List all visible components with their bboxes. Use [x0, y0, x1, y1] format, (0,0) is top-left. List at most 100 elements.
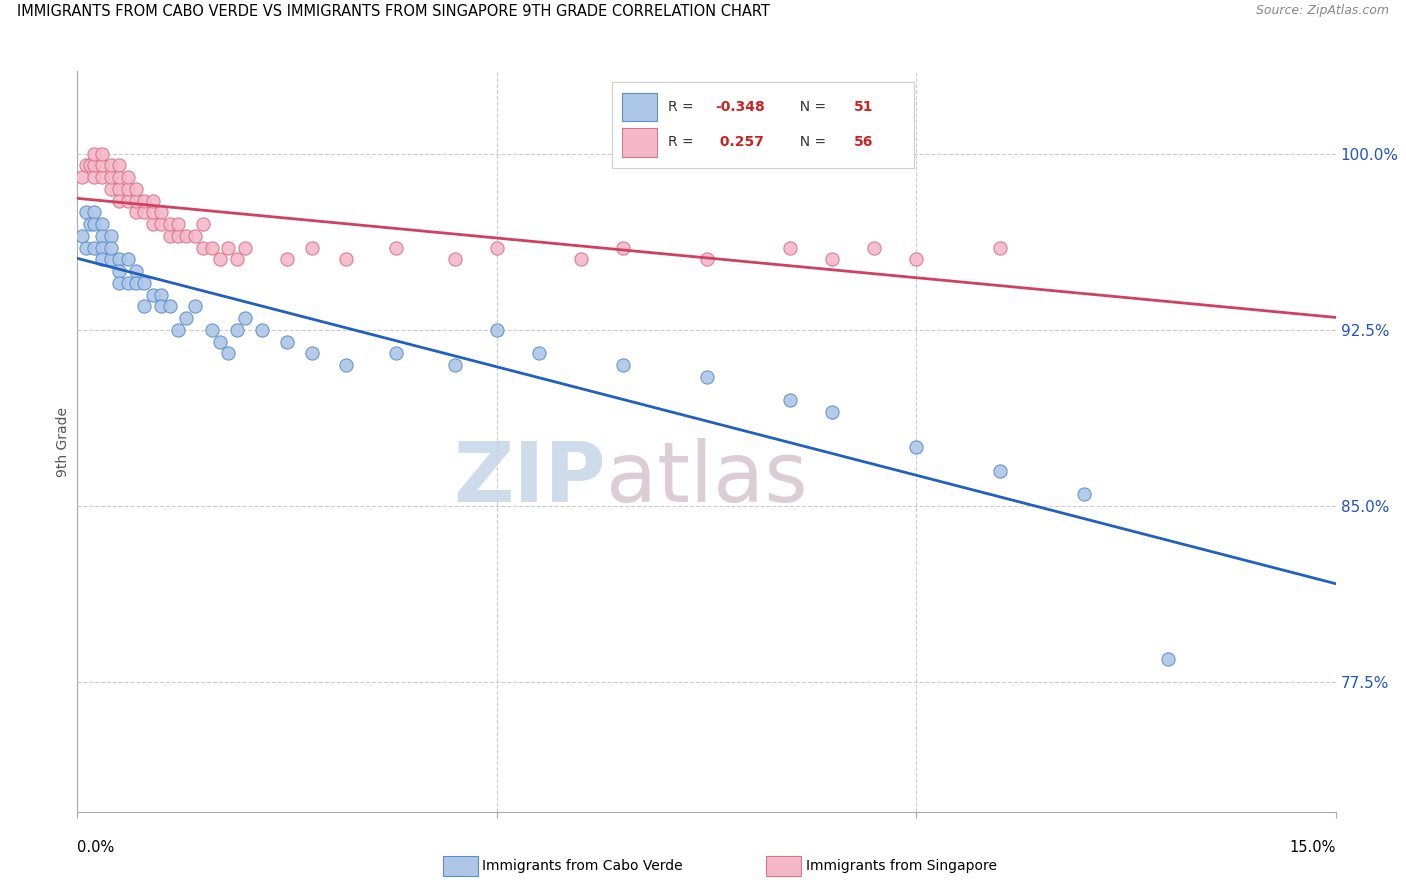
Text: -0.348: -0.348: [716, 100, 765, 114]
Point: [91, 228, 114, 243]
Point: [696, 252, 718, 267]
Point: [217, 241, 239, 255]
Point: [184, 228, 207, 243]
Point: [108, 182, 131, 196]
Point: [70, 228, 93, 243]
Text: 56: 56: [853, 136, 873, 150]
Point: [167, 217, 190, 231]
Point: [117, 182, 139, 196]
Point: [108, 276, 131, 290]
Point: [91, 217, 114, 231]
Point: [200, 323, 222, 337]
Point: [696, 370, 718, 384]
Text: R =: R =: [668, 100, 697, 114]
Point: [233, 311, 256, 326]
Point: [117, 252, 139, 267]
Point: [485, 323, 508, 337]
Point: [167, 228, 190, 243]
Point: [83, 170, 105, 185]
Point: [821, 405, 844, 419]
Point: [233, 241, 256, 255]
Point: [191, 217, 215, 231]
Point: [301, 241, 323, 255]
Point: [569, 252, 592, 267]
Point: [1157, 652, 1180, 666]
Point: [225, 323, 247, 337]
Point: [150, 299, 173, 313]
Point: [250, 323, 273, 337]
Text: N =: N =: [790, 136, 831, 150]
Point: [125, 276, 148, 290]
Point: [184, 299, 207, 313]
Point: [142, 217, 165, 231]
Text: Immigrants from Singapore: Immigrants from Singapore: [806, 859, 997, 873]
Point: [100, 158, 122, 172]
Text: Source: ZipAtlas.com: Source: ZipAtlas.com: [1256, 4, 1389, 18]
Point: [75, 205, 97, 219]
Point: [125, 205, 148, 219]
Point: [821, 252, 844, 267]
Point: [779, 393, 801, 408]
Point: [117, 194, 139, 208]
Bar: [623, 93, 658, 121]
Point: [83, 158, 105, 172]
Y-axis label: 9th Grade: 9th Grade: [56, 407, 70, 476]
Point: [385, 346, 408, 360]
Point: [125, 264, 148, 278]
Point: [75, 158, 97, 172]
Point: [83, 241, 105, 255]
Point: [100, 228, 122, 243]
Point: [217, 346, 239, 360]
Point: [79, 158, 101, 172]
Point: [150, 287, 173, 301]
Point: [988, 464, 1011, 478]
Point: [108, 194, 131, 208]
Point: [1073, 487, 1095, 501]
Point: [150, 217, 173, 231]
Point: [444, 252, 467, 267]
Point: [208, 252, 231, 267]
Point: [83, 205, 105, 219]
Point: [91, 170, 114, 185]
Point: [117, 276, 139, 290]
Point: [100, 170, 122, 185]
Point: [83, 146, 105, 161]
Bar: [623, 128, 658, 156]
Point: [108, 158, 131, 172]
Point: [385, 241, 408, 255]
Point: [276, 252, 298, 267]
Point: [100, 241, 122, 255]
Point: [225, 252, 247, 267]
Point: [83, 217, 105, 231]
Point: [134, 194, 156, 208]
Text: ZIP: ZIP: [453, 438, 606, 519]
Text: 0.257: 0.257: [716, 136, 765, 150]
Point: [208, 334, 231, 349]
Point: [134, 276, 156, 290]
Point: [108, 170, 131, 185]
Point: [527, 346, 550, 360]
Point: [125, 194, 148, 208]
Text: R =: R =: [668, 136, 702, 150]
Point: [167, 323, 190, 337]
Point: [200, 241, 222, 255]
Point: [301, 346, 323, 360]
Point: [988, 241, 1011, 255]
Point: [485, 241, 508, 255]
Point: [176, 311, 198, 326]
Point: [70, 170, 93, 185]
Point: [100, 182, 122, 196]
Point: [150, 205, 173, 219]
Point: [117, 170, 139, 185]
Point: [335, 252, 357, 267]
Text: IMMIGRANTS FROM CABO VERDE VS IMMIGRANTS FROM SINGAPORE 9TH GRADE CORRELATION CH: IMMIGRANTS FROM CABO VERDE VS IMMIGRANTS…: [17, 4, 769, 20]
Point: [176, 228, 198, 243]
Text: N =: N =: [790, 100, 831, 114]
Point: [75, 241, 97, 255]
Point: [100, 252, 122, 267]
Point: [134, 205, 156, 219]
Point: [191, 241, 215, 255]
Point: [335, 358, 357, 372]
Text: Immigrants from Cabo Verde: Immigrants from Cabo Verde: [482, 859, 683, 873]
Text: 0.0%: 0.0%: [77, 840, 114, 855]
